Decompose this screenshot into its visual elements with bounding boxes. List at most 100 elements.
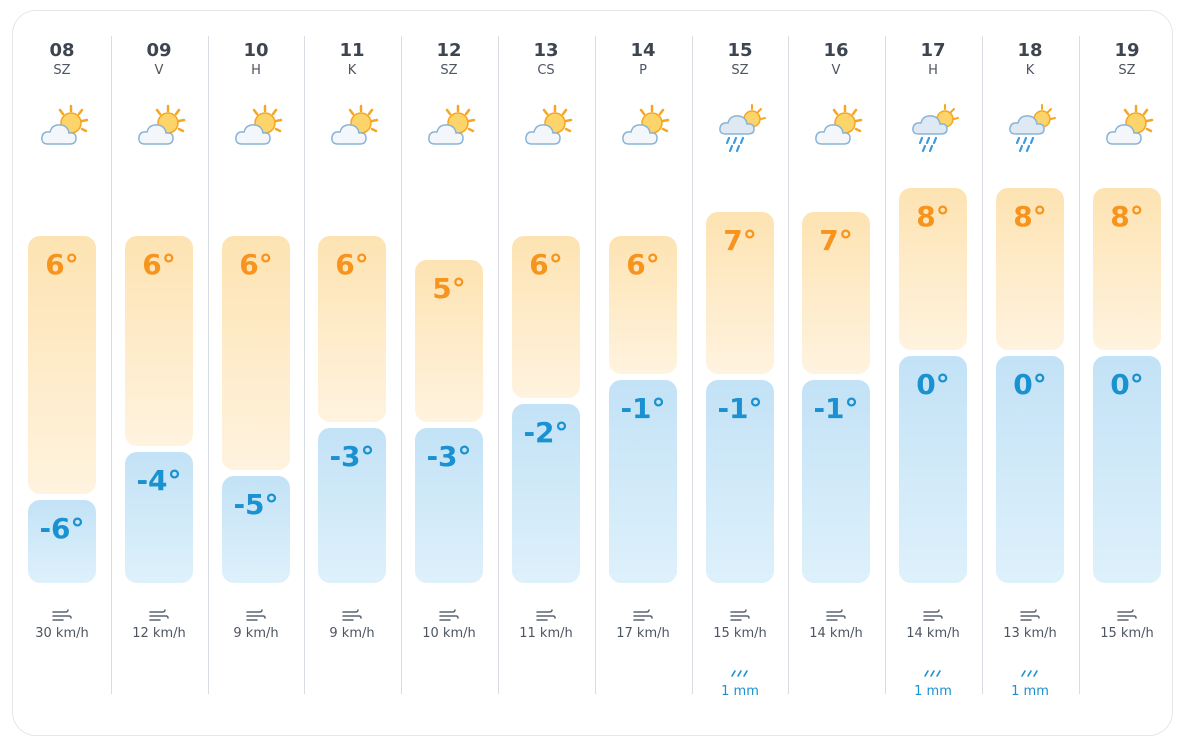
day-column[interactable]: 08 SZ 6° -6° 30 km/h [14, 36, 110, 692]
column-divider [304, 36, 305, 694]
high-temp-bar [512, 236, 580, 398]
precipitation-amount: 1 mm [914, 684, 952, 699]
column-divider [982, 36, 983, 694]
day-column[interactable]: 10 H 6° -5° 9 km/h [208, 36, 304, 692]
low-temp-bar [1093, 356, 1161, 583]
high-temp: 7° [819, 224, 853, 257]
column-divider [401, 36, 402, 694]
column-divider [692, 36, 693, 694]
partly-cloudy-icon [425, 102, 477, 154]
precipitation-amount: 1 mm [721, 684, 759, 699]
partly-cloudy-icon [135, 102, 187, 154]
day-date: 13 [533, 40, 559, 61]
day-of-week: K [347, 63, 357, 78]
precipitation-icon [982, 668, 1078, 680]
low-temp-bar [415, 428, 483, 583]
wind-icon [982, 608, 1078, 624]
wind-icon [595, 608, 691, 624]
low-temp: 0° [1110, 368, 1144, 401]
low-temp: -5° [233, 488, 279, 521]
wind-speed: 30 km/h [35, 626, 89, 641]
wind-icon [1079, 608, 1175, 624]
partly-cloudy-icon [812, 102, 864, 154]
wind-speed: 17 km/h [616, 626, 670, 641]
low-temp: -1° [813, 392, 859, 425]
low-temp: -6° [39, 512, 85, 545]
day-column[interactable]: 09 V 6° -4° 12 km/h [111, 36, 207, 692]
day-column[interactable]: 11 K 6° -3° 9 km/h [304, 36, 400, 692]
high-temp: 8° [1013, 200, 1047, 233]
high-temp-bar [1093, 188, 1161, 350]
wind-icon [498, 608, 594, 624]
low-temp-bar [706, 380, 774, 583]
day-date: 17 [920, 40, 946, 61]
low-temp-bar [802, 380, 870, 583]
column-divider [788, 36, 789, 694]
column-divider [111, 36, 112, 694]
day-column[interactable]: 12 SZ 5° -3° 10 km/h [401, 36, 497, 692]
day-of-week: H [251, 63, 261, 78]
high-temp: 8° [1110, 200, 1144, 233]
high-temp-bar [609, 236, 677, 374]
wind-speed: 10 km/h [422, 626, 476, 641]
forecast-card [12, 10, 1173, 736]
day-of-week: V [831, 63, 841, 78]
day-of-week: P [639, 63, 647, 78]
rain-icon [1006, 102, 1058, 154]
high-temp-bar [802, 212, 870, 374]
high-temp-bar [125, 236, 193, 446]
wind-speed: 9 km/h [233, 626, 279, 641]
partly-cloudy-icon [1103, 102, 1155, 154]
low-temp-bar [996, 356, 1064, 583]
partly-cloudy-icon [328, 102, 380, 154]
day-column[interactable]: 17 H 8° 0° 14 km/h 1 mm [885, 36, 981, 699]
low-temp: 0° [916, 368, 950, 401]
day-column[interactable]: 14 P 6° -1° 17 km/h [595, 36, 691, 692]
high-temp: 6° [335, 248, 369, 281]
wind-icon [208, 608, 304, 624]
day-column[interactable]: 18 K 8° 0° 13 km/h 1 mm [982, 36, 1078, 699]
high-temp: 6° [239, 248, 273, 281]
wind-speed: 15 km/h [1100, 626, 1154, 641]
day-of-week: V [154, 63, 164, 78]
low-temp: -1° [620, 392, 666, 425]
column-divider [885, 36, 886, 694]
wind-icon [304, 608, 400, 624]
wind-icon [401, 608, 497, 624]
day-column[interactable]: 19 SZ 8° 0° 15 km/h [1079, 36, 1175, 692]
day-column[interactable]: 15 SZ 7° -1° 15 km/h 1 mm [692, 36, 788, 699]
day-date: 09 [146, 40, 172, 61]
low-temp-bar [28, 500, 96, 583]
day-column[interactable]: 16 V 7° -1° 14 km/h [788, 36, 884, 692]
precipitation-amount: 1 mm [1011, 684, 1049, 699]
high-temp-bar [28, 236, 96, 494]
day-of-week: SZ [731, 63, 749, 78]
high-temp: 6° [142, 248, 176, 281]
high-temp: 5° [432, 272, 466, 305]
partly-cloudy-icon [522, 102, 574, 154]
low-temp-bar [318, 428, 386, 583]
day-date: 12 [436, 40, 462, 61]
column-divider [498, 36, 499, 694]
rain-icon [909, 102, 961, 154]
wind-speed: 14 km/h [906, 626, 960, 641]
day-date: 18 [1017, 40, 1043, 61]
rain-icon [716, 102, 768, 154]
high-temp: 8° [916, 200, 950, 233]
wind-speed: 15 km/h [713, 626, 767, 641]
high-temp: 6° [45, 248, 79, 281]
precipitation-icon [885, 668, 981, 680]
low-temp-bar [125, 452, 193, 583]
wind-icon [692, 608, 788, 624]
low-temp-bar [222, 476, 290, 583]
partly-cloudy-icon [38, 102, 90, 154]
partly-cloudy-icon [619, 102, 671, 154]
day-of-week: H [928, 63, 938, 78]
high-temp-bar [222, 236, 290, 470]
day-date: 19 [1114, 40, 1140, 61]
day-date: 08 [49, 40, 75, 61]
high-temp: 7° [723, 224, 757, 257]
wind-icon [885, 608, 981, 624]
day-date: 16 [823, 40, 849, 61]
day-column[interactable]: 13 CS 6° -2° 11 km/h [498, 36, 594, 692]
